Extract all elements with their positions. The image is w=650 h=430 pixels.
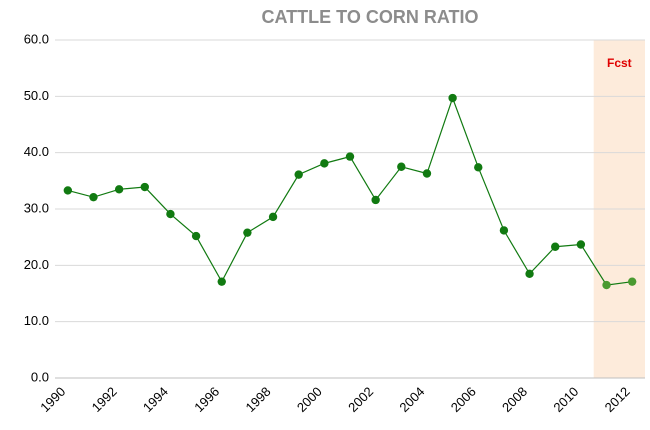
x-tick-label: 2004 bbox=[396, 384, 427, 415]
point bbox=[422, 169, 432, 178]
point bbox=[268, 212, 278, 222]
x-tick-label: 1992 bbox=[89, 384, 120, 415]
point bbox=[371, 195, 380, 205]
point bbox=[294, 170, 303, 179]
y-tick-label: 20.0 bbox=[24, 257, 49, 272]
x-tick-label: 1994 bbox=[140, 384, 171, 415]
x-tick-label: 2010 bbox=[550, 384, 581, 415]
point bbox=[602, 280, 611, 290]
line bbox=[67, 96, 633, 286]
point bbox=[320, 159, 329, 168]
point bbox=[474, 163, 483, 172]
y-tick-label: 60.0 bbox=[24, 31, 49, 46]
y-tick-label: 0.0 bbox=[31, 369, 49, 384]
y-tick-label: 30.0 bbox=[24, 200, 49, 215]
point bbox=[499, 226, 509, 235]
annotation: Fcst bbox=[607, 56, 632, 70]
point bbox=[114, 185, 124, 194]
point bbox=[89, 192, 98, 202]
x-tick-label: 1998 bbox=[243, 384, 274, 415]
point bbox=[448, 93, 457, 103]
point bbox=[217, 277, 226, 286]
point bbox=[166, 209, 175, 219]
point bbox=[627, 277, 637, 286]
y-tick-label: 40.0 bbox=[24, 144, 49, 159]
x-tick-label: 2002 bbox=[345, 384, 376, 415]
point bbox=[345, 152, 355, 161]
x-tick-label: 1996 bbox=[191, 384, 222, 415]
point bbox=[397, 162, 406, 171]
point bbox=[140, 182, 149, 192]
point bbox=[63, 186, 73, 195]
x-tick-label: 1990 bbox=[37, 384, 68, 415]
y-tick-label: 50.0 bbox=[24, 88, 49, 103]
point bbox=[576, 240, 586, 249]
x-tick-label: 2006 bbox=[448, 384, 479, 415]
chart-title: CATTLE TO CORN RATIO bbox=[262, 7, 479, 27]
point bbox=[525, 269, 534, 278]
point bbox=[243, 228, 252, 237]
y-tick-label: 10.0 bbox=[24, 313, 49, 328]
x-tick-label: 2000 bbox=[294, 384, 325, 415]
x-tick-label: 2012 bbox=[602, 384, 633, 415]
point bbox=[551, 242, 560, 251]
x-tick-label: 2008 bbox=[499, 384, 530, 415]
point bbox=[191, 231, 201, 241]
